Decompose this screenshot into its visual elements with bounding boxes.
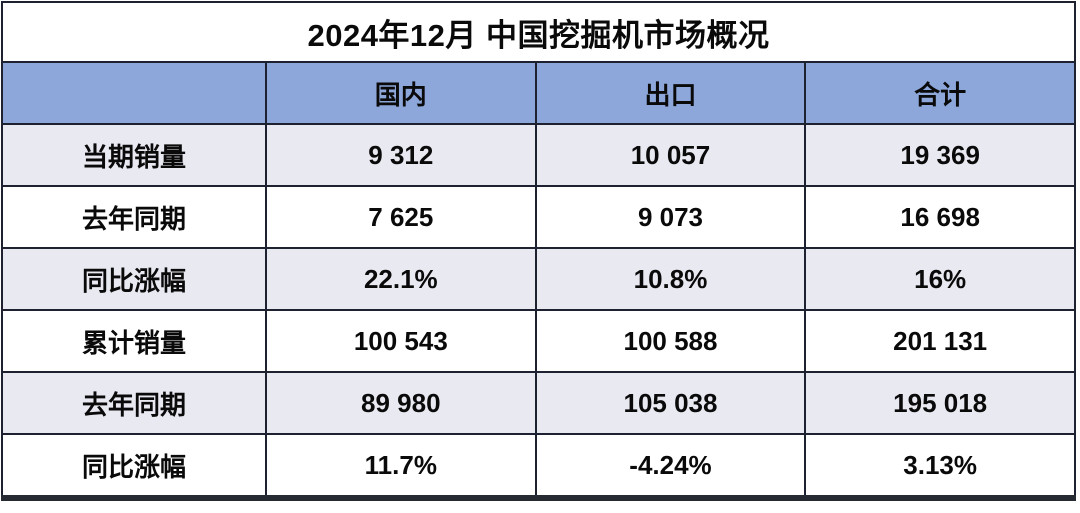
table-cell: 16% bbox=[804, 247, 1076, 311]
column-header-blank bbox=[1, 61, 267, 125]
table-cell: 7 625 bbox=[264, 185, 537, 249]
table-row: 累计销量 100 543 100 588 201 131 bbox=[1, 309, 1076, 373]
table-cell: 201 131 bbox=[804, 309, 1076, 373]
table-cell: 16 698 bbox=[804, 185, 1076, 249]
row-label: 同比涨幅 bbox=[1, 433, 267, 501]
row-label: 去年同期 bbox=[1, 371, 267, 435]
table-cell: 195 018 bbox=[804, 371, 1076, 435]
table-cell: 100 588 bbox=[534, 309, 807, 373]
table-row: 去年同期 89 980 105 038 195 018 bbox=[1, 371, 1076, 435]
column-header-domestic: 国内 bbox=[264, 61, 537, 125]
column-header-total: 合计 bbox=[804, 61, 1076, 125]
row-label: 去年同期 bbox=[1, 185, 267, 249]
table-cell: 10 057 bbox=[534, 123, 807, 187]
column-header-export: 出口 bbox=[534, 61, 807, 125]
table-cell: 105 038 bbox=[534, 371, 807, 435]
header-row: 国内 出口 合计 bbox=[1, 61, 1076, 125]
table-cell: 3.13% bbox=[804, 433, 1076, 501]
table-row: 去年同期 7 625 9 073 16 698 bbox=[1, 185, 1076, 249]
table-cell: 11.7% bbox=[264, 433, 537, 501]
table-cell: 9 073 bbox=[534, 185, 807, 249]
table-cell: -4.24% bbox=[534, 433, 807, 501]
table-title: 2024年12月 中国挖掘机市场概况 bbox=[1, 1, 1076, 63]
table-row: 同比涨幅 22.1% 10.8% 16% bbox=[1, 247, 1076, 311]
table-cell: 100 543 bbox=[264, 309, 537, 373]
row-label: 当期销量 bbox=[1, 123, 267, 187]
row-label: 累计销量 bbox=[1, 309, 267, 373]
table-cell: 19 369 bbox=[804, 123, 1076, 187]
table-cell: 10.8% bbox=[534, 247, 807, 311]
title-row: 2024年12月 中国挖掘机市场概况 bbox=[1, 1, 1076, 63]
row-label: 同比涨幅 bbox=[1, 247, 267, 311]
table-cell: 9 312 bbox=[264, 123, 537, 187]
table-cell: 89 980 bbox=[264, 371, 537, 435]
market-table: 2024年12月 中国挖掘机市场概况 国内 出口 合计 当期销量 9 312 1… bbox=[1, 1, 1076, 501]
table-cell: 22.1% bbox=[264, 247, 537, 311]
table-row: 当期销量 9 312 10 057 19 369 bbox=[1, 123, 1076, 187]
table-row: 同比涨幅 11.7% -4.24% 3.13% bbox=[1, 433, 1076, 501]
